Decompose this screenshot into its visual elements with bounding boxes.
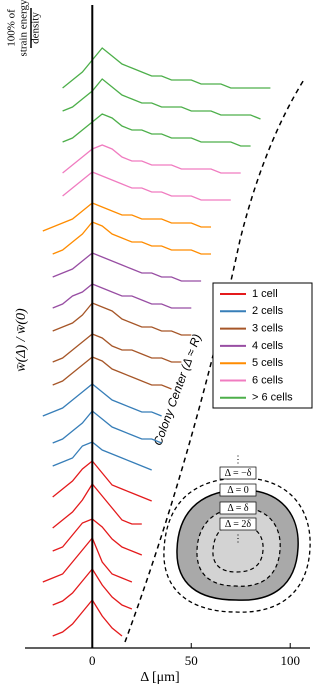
- legend-label: 4 cells: [252, 340, 284, 352]
- trace: [52, 221, 211, 255]
- trace: [52, 302, 192, 336]
- inset-label: Δ = 2δ: [225, 519, 252, 530]
- x-tick-label: 100: [280, 653, 300, 668]
- legend-label: 2 cells: [252, 305, 284, 317]
- legend-label: 3 cells: [252, 323, 284, 335]
- x-tick-label: 50: [185, 653, 198, 668]
- inset-label-box: [219, 483, 257, 497]
- inner-contour: [212, 523, 264, 573]
- trace: [62, 171, 231, 201]
- trace: [52, 482, 142, 529]
- trace: [52, 333, 182, 363]
- scale-bar-label: strain energy: [18, 0, 30, 56]
- trace: [42, 383, 162, 417]
- x-axis-label: Δ [μm]: [140, 670, 179, 685]
- x-tick-label: 0: [89, 653, 96, 668]
- trace: [52, 410, 162, 444]
- inset-label-box: [219, 501, 257, 515]
- scale-bar-label: density: [30, 12, 42, 44]
- inset-label: Δ = −δ: [225, 468, 252, 479]
- trace: [42, 536, 133, 583]
- legend-label: 1 cell: [252, 288, 278, 300]
- outer-contour: [163, 477, 311, 613]
- inset-diagram: ⋮ Δ = −δ Δ = 0 Δ = δ Δ = 2δ ⋮: [163, 454, 311, 613]
- trace: [42, 202, 211, 232]
- inset-label: Δ = δ: [227, 503, 249, 514]
- inset-label: ⋮: [233, 533, 243, 544]
- y-axis-label: w̄(Δ) / w̄(0): [14, 308, 29, 372]
- trace: [52, 283, 192, 309]
- inset-label-box: [219, 466, 257, 480]
- inset-label: ⋮: [233, 454, 243, 465]
- trace: [52, 460, 152, 502]
- trace: [52, 598, 123, 637]
- legend-label: 5 cells: [252, 357, 284, 369]
- trace: [52, 356, 172, 390]
- inset-label-box: [219, 517, 257, 531]
- legend-label: 6 cells: [252, 374, 284, 386]
- trace: [52, 252, 202, 282]
- trace: [52, 518, 143, 556]
- inset-label: Δ = 0: [227, 485, 249, 496]
- scale-bar-label: 100% of: [6, 9, 18, 47]
- trace: [62, 47, 271, 89]
- boundary-label: Colony Center (Δ ≈ R): [151, 332, 204, 447]
- trace: [62, 113, 251, 147]
- trace: [52, 441, 152, 471]
- trace: [62, 144, 241, 174]
- colony-boundary: [124, 77, 306, 643]
- legend-label: > 6 cells: [252, 392, 293, 404]
- trace: [62, 78, 261, 120]
